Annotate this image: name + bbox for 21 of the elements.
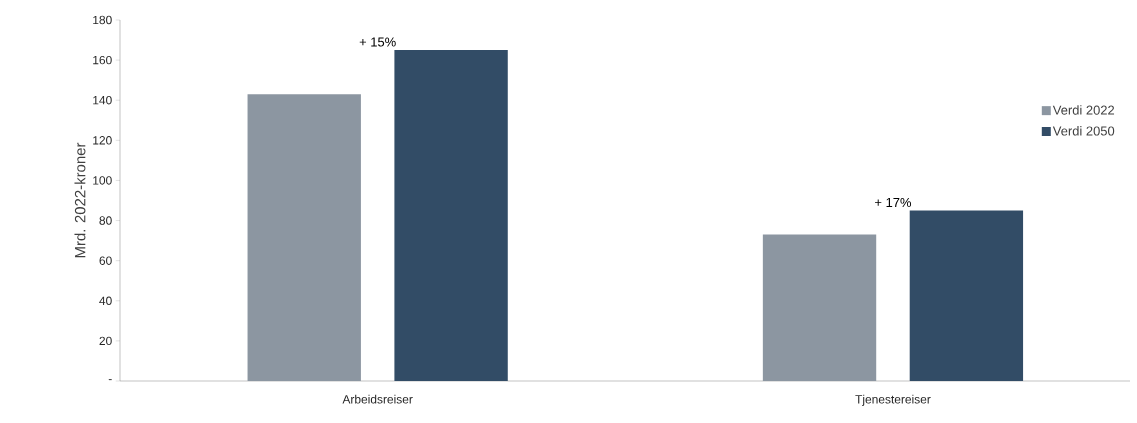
annotation: + 15%: [359, 37, 396, 47]
y-tick-label: 80: [99, 216, 112, 225]
bar: [247, 94, 361, 381]
y-tick-label: 20: [99, 336, 112, 346]
x-tick-label: Tjenestereiser: [855, 394, 931, 406]
y-tick-label: 40: [99, 296, 112, 305]
y-tick-label: 140: [93, 95, 112, 105]
x-tick-label: Arbeidsreiser: [342, 394, 413, 404]
y-tick-label: 100: [93, 176, 112, 185]
legend-label: Verdi 2022: [1052, 105, 1115, 115]
annotation: + 17%: [875, 197, 912, 208]
bar: [909, 210, 1024, 381]
bar: [394, 50, 508, 381]
y-tick-label: 180: [93, 15, 112, 25]
y-tick-label: 160: [93, 55, 112, 65]
y-tick-label: 120: [93, 136, 112, 145]
y-tick-label: -: [108, 379, 112, 381]
legend-label: Verdi 2050: [1052, 126, 1115, 136]
y-axis-title: Mrd. 2022-kroner: [74, 142, 86, 258]
y-tick-label: 60: [99, 256, 112, 265]
bar: [762, 234, 877, 381]
